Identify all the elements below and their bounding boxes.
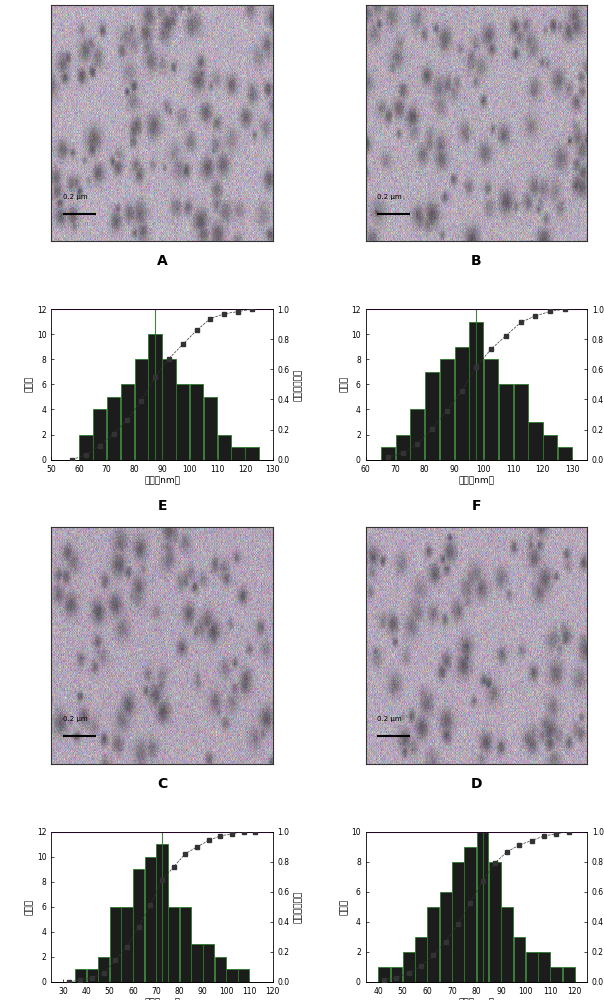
Bar <box>231 447 245 460</box>
Bar <box>477 832 489 982</box>
Bar <box>558 447 572 460</box>
Bar <box>469 322 483 460</box>
Bar <box>214 957 226 982</box>
Bar <box>499 384 513 460</box>
Bar <box>217 435 231 460</box>
Bar <box>550 967 562 982</box>
Text: C: C <box>157 777 167 791</box>
Bar <box>526 952 538 982</box>
Bar <box>180 907 191 982</box>
Bar <box>396 435 410 460</box>
Bar <box>149 334 162 460</box>
Bar <box>489 862 501 982</box>
Y-axis label: 相对累计频率: 相对累计频率 <box>294 368 303 401</box>
Bar <box>428 907 439 982</box>
Y-axis label: 粒子数: 粒子数 <box>339 376 349 392</box>
Bar <box>121 907 133 982</box>
Y-axis label: 粒子数: 粒子数 <box>25 376 34 392</box>
Bar <box>403 952 415 982</box>
Bar <box>538 952 550 982</box>
Bar <box>203 944 214 982</box>
Bar <box>245 447 259 460</box>
X-axis label: 粒径（nm）: 粒径（nm） <box>458 476 495 485</box>
Bar <box>121 384 134 460</box>
Bar <box>484 359 498 460</box>
Bar <box>455 347 469 460</box>
Bar <box>86 969 98 982</box>
Bar <box>452 862 464 982</box>
Bar <box>440 892 452 982</box>
Bar <box>204 397 217 460</box>
X-axis label: 粒径（nm）: 粒径（nm） <box>144 476 180 485</box>
Bar <box>145 857 156 982</box>
Bar <box>415 937 427 982</box>
Text: 0.2 μm: 0.2 μm <box>378 194 402 200</box>
X-axis label: 粒径（nm）: 粒径（nm） <box>458 999 495 1000</box>
Y-axis label: 粒子数: 粒子数 <box>339 899 349 915</box>
Bar <box>75 969 86 982</box>
Bar <box>513 384 528 460</box>
Text: 0.2 μm: 0.2 μm <box>63 716 88 722</box>
Bar <box>156 844 168 982</box>
Bar <box>110 907 121 982</box>
Text: 0.2 μm: 0.2 μm <box>63 194 88 200</box>
Bar <box>133 869 144 982</box>
Bar <box>79 435 92 460</box>
Bar <box>226 969 237 982</box>
Bar <box>168 907 179 982</box>
Bar <box>98 957 109 982</box>
Bar <box>543 435 557 460</box>
Text: E: E <box>157 499 167 513</box>
Bar <box>440 359 454 460</box>
Bar <box>191 944 202 982</box>
Bar <box>378 967 390 982</box>
Y-axis label: 相对累计频率: 相对累计频率 <box>294 891 303 923</box>
Text: F: F <box>472 499 481 513</box>
Bar <box>135 359 148 460</box>
Bar <box>425 372 439 460</box>
Bar <box>93 409 106 460</box>
Bar <box>107 397 120 460</box>
Bar <box>464 847 476 982</box>
Bar <box>176 384 190 460</box>
Bar <box>528 422 542 460</box>
Bar <box>381 447 395 460</box>
Text: D: D <box>471 777 482 791</box>
Bar <box>410 409 425 460</box>
Bar <box>513 937 525 982</box>
Text: A: A <box>156 254 167 268</box>
X-axis label: 粒径（nm）: 粒径（nm） <box>144 999 180 1000</box>
Bar <box>501 907 513 982</box>
Y-axis label: 粒子数: 粒子数 <box>25 899 34 915</box>
Bar <box>190 384 204 460</box>
Bar <box>162 359 176 460</box>
Text: B: B <box>471 254 482 268</box>
Bar <box>238 969 249 982</box>
Bar <box>391 967 402 982</box>
Text: 0.2 μm: 0.2 μm <box>378 716 402 722</box>
Bar <box>563 967 574 982</box>
